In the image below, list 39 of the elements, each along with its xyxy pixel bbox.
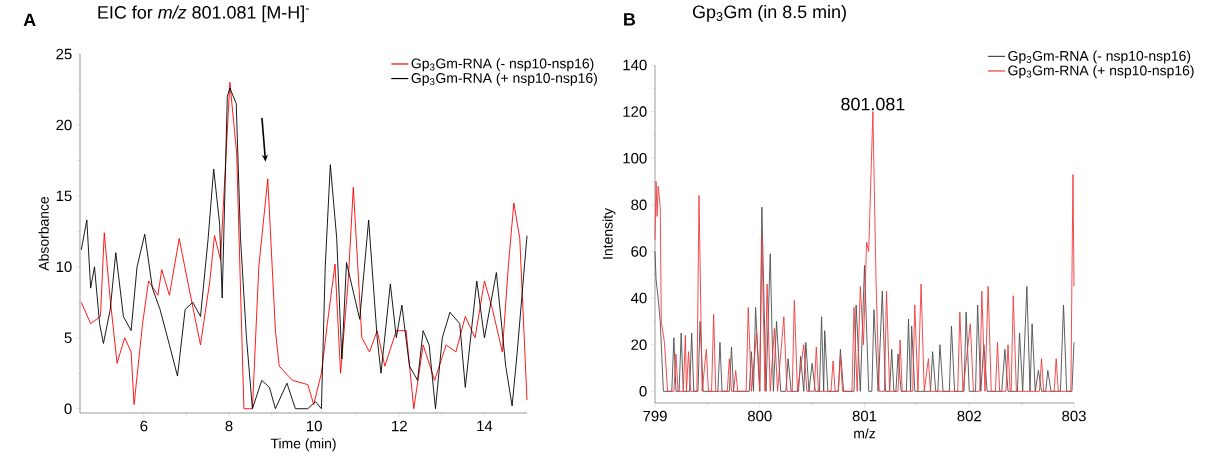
x-tick-label: 14 — [477, 420, 493, 432]
x-axis-title: Time (min) — [270, 438, 336, 452]
y-tick-label: 120 — [623, 106, 647, 117]
y-tick-label: 5 — [64, 332, 72, 343]
y-axis-title: Absorbance — [38, 196, 49, 271]
x-tick-label: 801 — [852, 410, 877, 422]
y-tick-label: 60 — [631, 246, 647, 257]
legend-label: Gp$_{3}$Gm-RNA (+ nsp10-nsp16) — [411, 72, 597, 86]
legend-label: Gp$_{3}$Gm-RNA (+ nsp10-nsp16) — [1008, 65, 1194, 79]
x-tick-label: 8 — [225, 420, 233, 432]
x-tick-label: 12 — [392, 420, 407, 432]
x-tick-label: 803 — [1062, 410, 1086, 422]
y-tick-label: 20 — [56, 119, 72, 131]
line-series — [654, 206, 1075, 392]
y-tick-label: 10 — [56, 261, 72, 273]
legend-label: Gp$_{3}$Gm-RNA (- nsp10-nsp16) — [411, 58, 594, 72]
y-tick-label: 140 — [623, 59, 647, 71]
legend-label: Gp$_{3}$Gm-RNA (- nsp10-nsp16) — [1008, 50, 1191, 64]
x-tick-label: 799 — [643, 410, 667, 422]
y-tick-label: 20 — [631, 339, 647, 350]
y-tick-label: 0 — [639, 386, 647, 397]
y-axis-title: Intensity — [602, 208, 616, 259]
y-tick-label: 40 — [630, 292, 647, 304]
x-tick-label: 6 — [140, 420, 148, 432]
y-tick-label: 15 — [56, 190, 72, 202]
annotation: 801.081 — [841, 97, 905, 111]
y-tick-label: 80 — [631, 199, 647, 211]
x-tick-label: 10 — [306, 420, 322, 432]
x-tick-label: 802 — [957, 410, 981, 422]
y-tick-label: 0 — [64, 403, 72, 415]
chart-title: EIC for m/z 801.081 [M-H]$^{-}$ — [98, 5, 309, 23]
chart-title: Gp$_{3}$Gm (in 8.5 min) — [692, 5, 846, 22]
text: A — [23, 13, 36, 27]
x-axis-title: m/z — [854, 428, 876, 439]
y-tick-label: 100 — [623, 152, 647, 164]
y-tick-label: 25 — [56, 48, 72, 60]
line-series — [654, 111, 1075, 392]
x-tick-label: 800 — [747, 410, 772, 422]
text: B — [624, 13, 636, 26]
